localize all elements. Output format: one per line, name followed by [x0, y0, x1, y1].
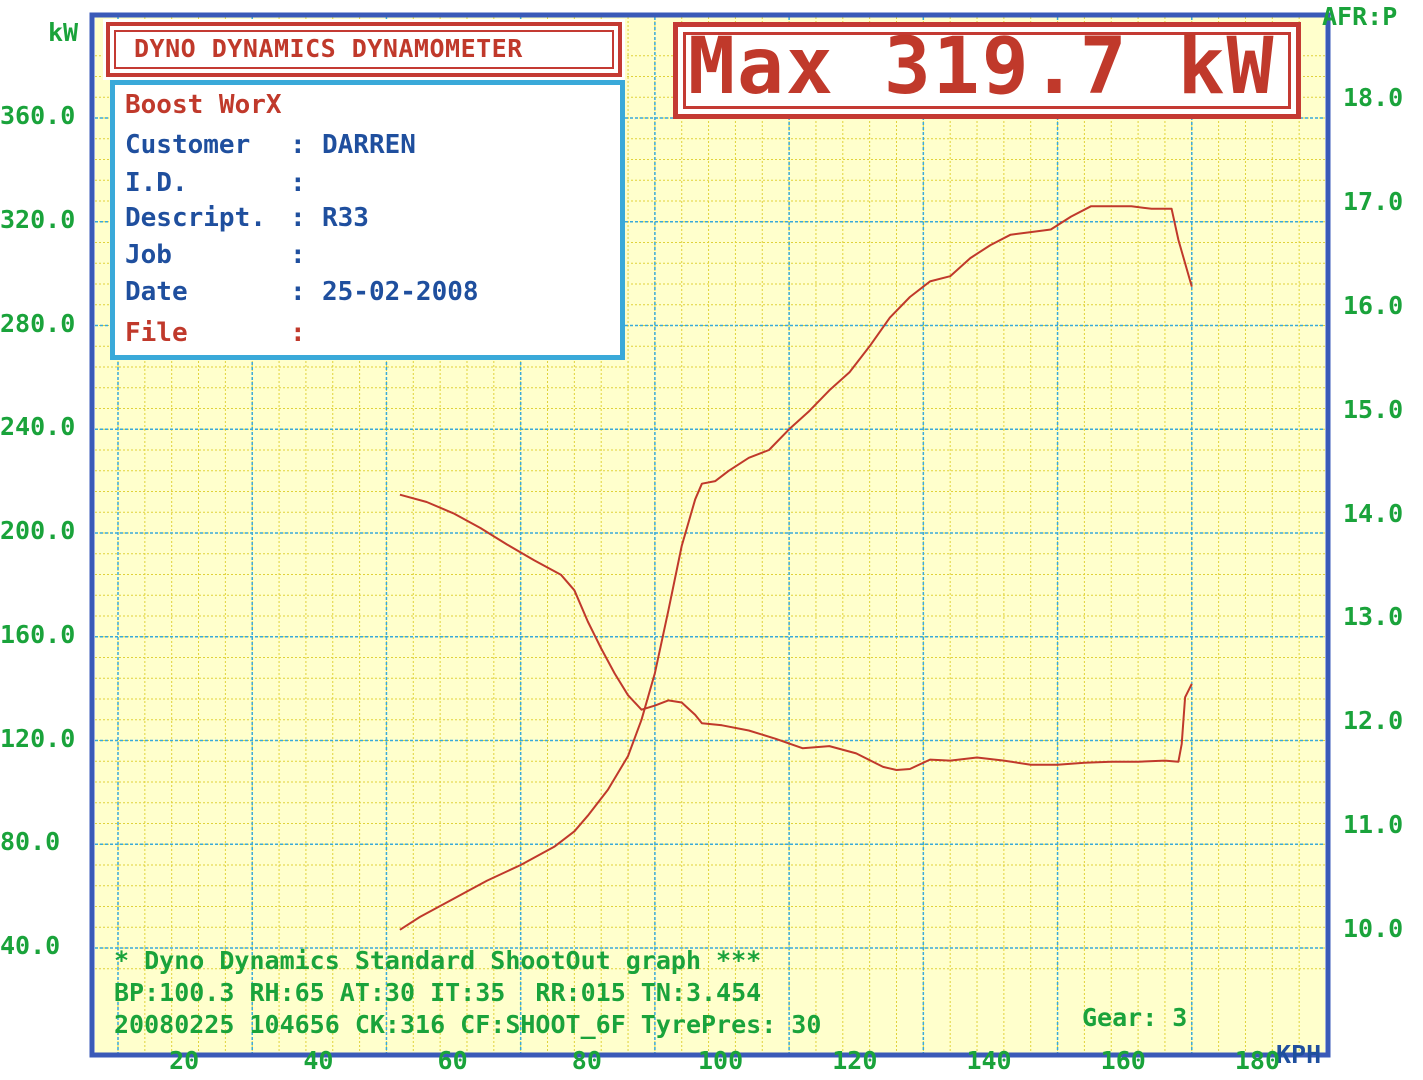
y2-tick-label: 11.0: [1343, 810, 1404, 840]
max-power-box: Max 319.7 kW: [673, 22, 1301, 119]
job-sep: :: [290, 240, 306, 270]
x-tick-label: 140: [966, 1046, 1012, 1075]
x-tick-label: 40: [303, 1046, 334, 1075]
x-tick-label: 80: [571, 1046, 602, 1075]
left-axis-unit: kW: [48, 18, 79, 47]
x-tick-label: 100: [698, 1046, 744, 1075]
descript-value: R33: [322, 203, 369, 233]
x-tick-label: 180: [1234, 1046, 1281, 1075]
id-sep: :: [290, 168, 306, 198]
file-label: File: [125, 318, 188, 348]
date-sep: :: [290, 277, 306, 307]
date-label: Date: [125, 277, 188, 307]
file-sep: :: [290, 318, 306, 348]
footer-line-3: 20080225 104656 CK:316 CF:SHOOT_6F TyreP…: [114, 1010, 822, 1039]
y-tick-label: 40.0: [0, 931, 61, 960]
y-tick-label: 320.0: [0, 204, 76, 234]
y2-tick-label: 17.0: [1343, 186, 1404, 216]
shop-name: Boost WorX: [125, 90, 282, 120]
dyno-title: DYNO DYNAMICS DYNAMOMETER: [134, 34, 523, 63]
chart-frame: [89, 12, 1331, 1058]
run-info-box: Boost WorX Customer : DARREN I.D. : Desc…: [110, 80, 625, 360]
id-label: I.D.: [125, 168, 188, 198]
x-tick-label: 120: [832, 1046, 878, 1075]
y-tick-label: 240.0: [0, 412, 76, 442]
series-group: [399, 205, 1193, 931]
y2-tick-label: 10.0: [1343, 914, 1404, 943]
y-tick-label: 200.0: [0, 516, 76, 545]
x-tick-label: 160: [1100, 1046, 1146, 1075]
y-tick-label: 280.0: [0, 308, 76, 338]
title-box: DYNO DYNAMICS DYNAMOMETER: [103, 19, 625, 80]
y2-tick-label: 18.0: [1343, 83, 1404, 112]
y-tick-label: 360.0: [0, 101, 76, 130]
y2-tick-label: 14.0: [1343, 498, 1404, 528]
x-tick-label: 60: [437, 1046, 468, 1075]
x-axis-unit: KPH: [1276, 1040, 1322, 1069]
customer-value: DARREN: [322, 130, 416, 160]
y2-tick-label: 16.0: [1343, 290, 1404, 320]
customer-sep: :: [290, 130, 306, 160]
y-tick-label: 120.0: [0, 723, 76, 753]
y2-tick-label: 15.0: [1343, 394, 1404, 424]
gear-label: Gear: 3: [1082, 1003, 1188, 1032]
descript-sep: :: [290, 203, 306, 233]
max-power-label: Max 319.7 kW: [688, 22, 1276, 112]
y-tick-label: 80.0: [0, 827, 61, 857]
job-label: Job: [125, 240, 172, 270]
footer-line-1: * Dyno Dynamics Standard ShootOut graph …: [114, 946, 762, 975]
footer-info: * Dyno Dynamics Standard ShootOut graph …: [104, 943, 1322, 1043]
power-series-line: [399, 205, 1193, 931]
descript-label: Descript.: [125, 203, 266, 233]
customer-label: Customer: [125, 130, 251, 160]
x-tick-label: 20: [169, 1046, 200, 1075]
right-axis-unit: AFR:P: [1322, 2, 1398, 31]
y2-tick-label: 13.0: [1343, 602, 1404, 632]
y-tick-label: 160.0: [0, 619, 76, 649]
date-value: 25-02-2008: [322, 277, 479, 307]
y2-tick-label: 12.0: [1343, 706, 1404, 736]
footer-line-2: BP:100.3 RH:65 AT:30 IT:35 RR:015 TN:3.4…: [114, 978, 762, 1007]
afr-series-line: [399, 493, 1193, 771]
